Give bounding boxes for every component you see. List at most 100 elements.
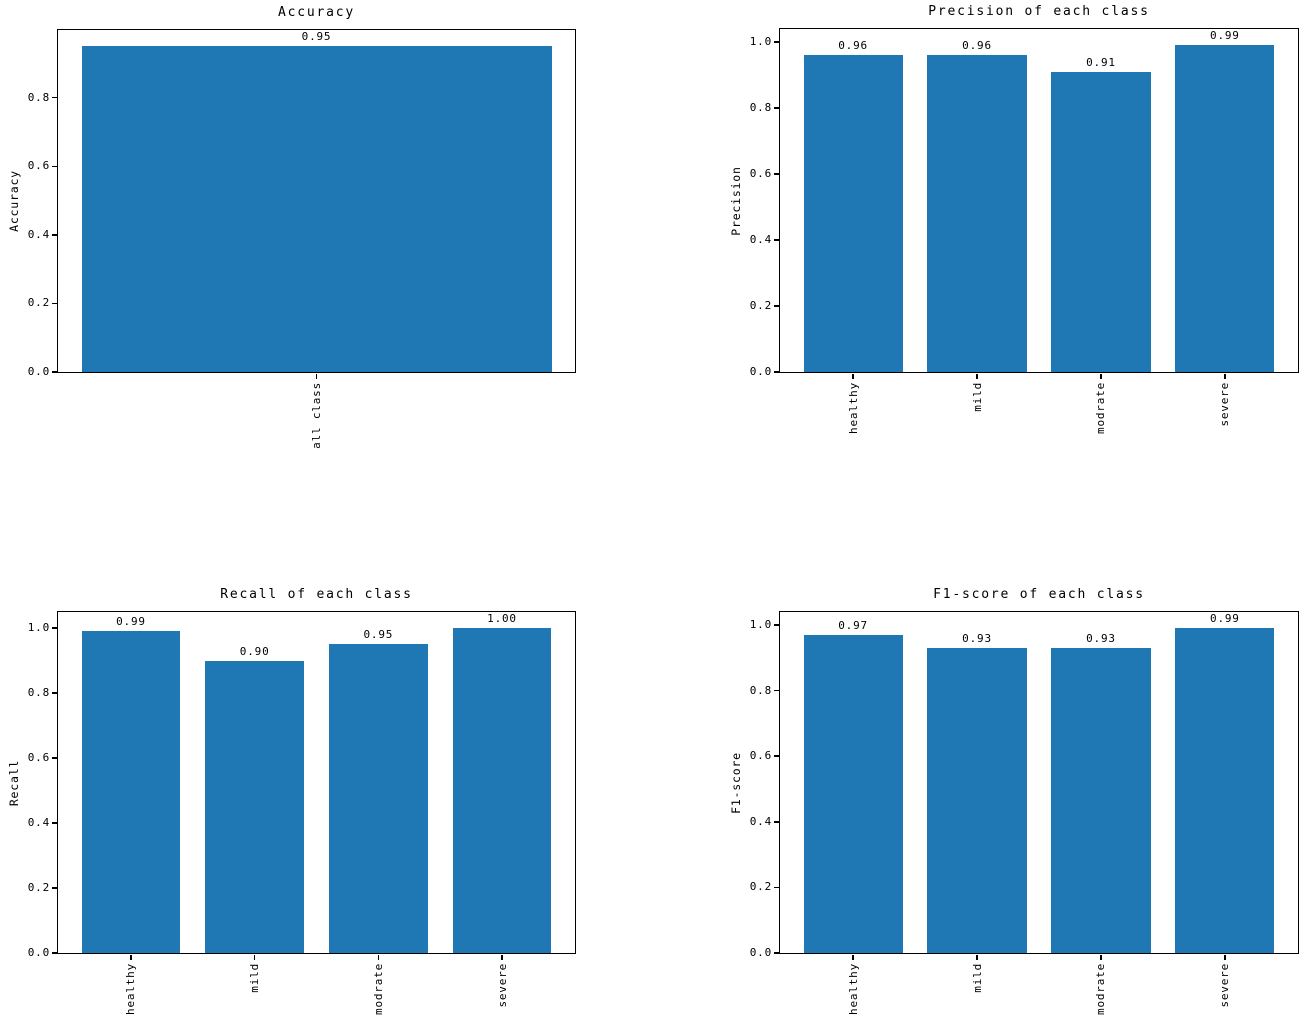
y-tick-mark [773,41,779,43]
bar [1175,628,1275,953]
plot-area [56,28,576,373]
x-tick-mark [377,954,380,960]
y-tick-mark [773,107,779,109]
y-tick-mark [51,371,57,373]
bar [328,644,428,953]
y-tick-label: 1.0 [749,617,772,631]
bar [927,647,1027,953]
y-tick-label: 0.0 [749,365,772,378]
y-tick-mark [773,952,779,954]
x-tick-mark [1224,954,1226,960]
y-tick-label: 0.6 [27,751,50,765]
x-tick-mark [501,954,503,960]
y-tick-label: 0.2 [27,881,50,895]
chart-title: Accuracy [277,5,355,20]
y-tick-label: 1.0 [749,35,772,49]
y-tick-label: 0.0 [749,946,772,959]
bar [81,46,552,372]
y-tick-mark [773,821,779,823]
bar-value-label: 0.90 [239,644,270,658]
x-tick-label: healthy [846,963,860,1015]
y-tick-label: 0.2 [749,299,772,312]
y-tick-label: 0.6 [749,167,772,181]
y-tick-mark [51,822,57,824]
y-tick-label: 0.6 [27,159,50,173]
y-tick-label: 0.4 [749,814,772,828]
plot-area [778,610,1299,954]
bar [1175,45,1275,372]
y-tick-mark [51,952,57,954]
bar-value-label: 0.93 [1086,631,1116,645]
y-tick-mark [51,692,57,694]
y-tick-mark [773,305,779,307]
x-tick-label: severe [1218,963,1232,1008]
y-tick-mark [773,371,779,373]
bar-value-label: 0.99 [116,615,146,629]
y-tick-label: 0.8 [27,90,50,104]
x-tick-label: modrate [1094,963,1108,1015]
x-tick-mark [315,373,318,379]
x-tick-mark [130,954,132,960]
y-tick-mark [51,627,57,629]
chart-title: Precision of each class [928,4,1150,19]
plot-area [778,27,1299,373]
plot-area [56,610,576,954]
bar [452,628,552,953]
bar-value-label: 0.97 [838,618,868,632]
bar-value-label: 0.95 [363,628,394,642]
x-tick-mark [1224,373,1226,379]
y-tick-mark [773,755,779,757]
y-tick-mark [51,165,57,168]
bar-value-label: 0.95 [301,30,332,44]
y-tick-label: 0.0 [27,365,50,378]
x-tick-mark [1100,954,1102,960]
bar-value-label: 0.93 [962,631,992,645]
y-tick-label: 0.8 [27,686,50,700]
y-tick-mark [51,96,57,99]
y-tick-label: 0.2 [27,296,50,310]
bar-value-label: 0.96 [962,39,992,53]
y-tick-label: 0.4 [749,233,772,246]
chart-title: F1-score of each class [933,587,1145,602]
x-tick-label: mild [970,963,984,993]
y-tick-mark [51,887,57,889]
y-tick-label: 0.8 [749,683,772,697]
bar [81,631,181,953]
bar [1051,647,1151,953]
y-tick-label: 1.0 [27,621,50,635]
y-tick-label: 0.8 [749,101,772,115]
bar [803,634,903,953]
bar-value-label: 0.99 [1210,612,1240,626]
y-tick-mark [51,757,57,759]
x-tick-mark [976,954,978,960]
x-tick-mark [852,954,854,960]
bar [803,55,903,372]
bar [927,55,1027,372]
bar [205,660,305,953]
x-tick-mark [253,954,256,960]
y-tick-mark [773,886,779,889]
y-tick-mark [51,234,57,236]
bar-value-label: 0.99 [1210,29,1240,43]
x-tick-mark [852,373,854,379]
bar-value-label: 0.96 [838,39,868,53]
x-tick-mark [1100,373,1102,379]
chart-title: Recall of each class [220,587,413,602]
y-tick-label: 0.4 [27,227,50,241]
y-tick-label: 0.2 [749,880,772,894]
bar-value-label: 0.91 [1086,55,1116,69]
x-tick-mark [976,373,978,379]
y-tick-label: 0.0 [27,946,50,959]
y-tick-mark [773,689,779,692]
bar [1051,71,1151,372]
bar-value-label: 1.00 [487,612,517,626]
y-tick-mark [773,624,779,626]
y-tick-label: 0.6 [749,749,772,763]
y-tick-mark [773,239,779,241]
y-tick-label: 0.4 [27,816,50,830]
